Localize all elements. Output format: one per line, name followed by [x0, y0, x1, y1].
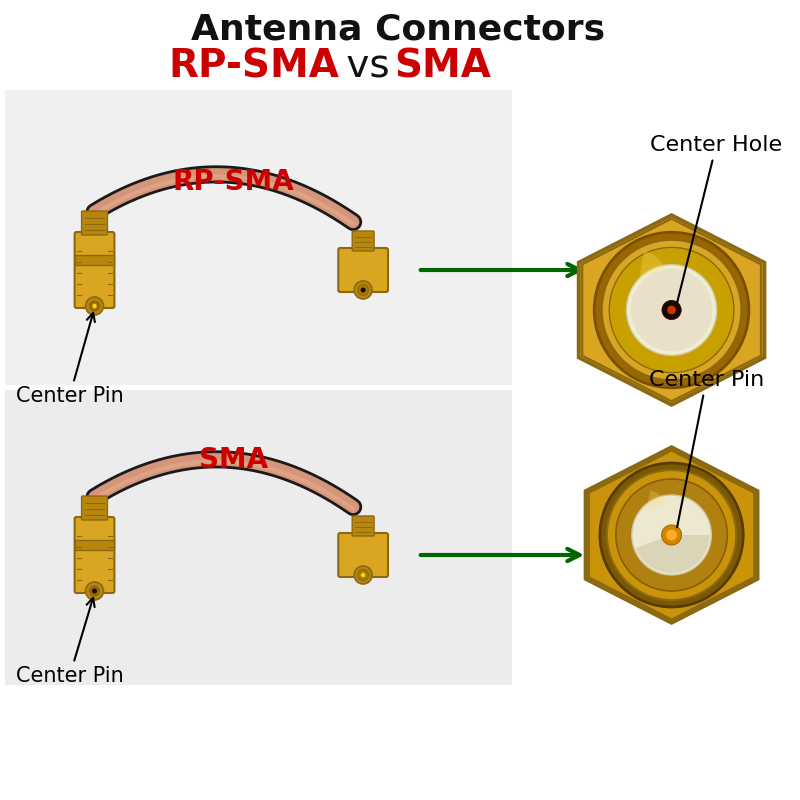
Circle shape	[86, 297, 103, 315]
Circle shape	[92, 589, 97, 594]
Circle shape	[662, 525, 682, 545]
Circle shape	[90, 301, 99, 311]
FancyBboxPatch shape	[74, 540, 114, 550]
Circle shape	[92, 303, 97, 309]
Text: vs: vs	[334, 48, 402, 86]
Polygon shape	[589, 450, 754, 619]
Circle shape	[358, 570, 369, 581]
FancyBboxPatch shape	[352, 231, 374, 251]
Polygon shape	[582, 218, 761, 402]
Circle shape	[354, 566, 372, 584]
Wedge shape	[639, 251, 665, 278]
Text: Antenna Connectors: Antenna Connectors	[191, 13, 605, 47]
Polygon shape	[586, 447, 758, 623]
Circle shape	[610, 247, 734, 373]
Circle shape	[630, 269, 713, 351]
Text: Center Pin: Center Pin	[16, 598, 123, 686]
Circle shape	[666, 530, 677, 541]
FancyBboxPatch shape	[352, 516, 374, 536]
Text: SMA: SMA	[199, 446, 268, 474]
FancyBboxPatch shape	[74, 517, 114, 593]
Text: SMA: SMA	[394, 48, 491, 86]
Circle shape	[632, 495, 711, 575]
FancyBboxPatch shape	[74, 232, 114, 308]
FancyBboxPatch shape	[82, 211, 107, 235]
FancyBboxPatch shape	[338, 533, 388, 577]
Text: RP-SMA: RP-SMA	[173, 168, 294, 196]
FancyBboxPatch shape	[5, 90, 512, 385]
Circle shape	[662, 300, 682, 320]
Circle shape	[616, 479, 727, 591]
Text: Center Pin: Center Pin	[16, 313, 123, 406]
FancyBboxPatch shape	[74, 255, 114, 265]
Text: RP-SMA: RP-SMA	[168, 48, 339, 86]
Circle shape	[594, 232, 749, 388]
Circle shape	[607, 470, 736, 600]
Circle shape	[602, 240, 742, 380]
Text: Center Hole: Center Hole	[650, 135, 782, 302]
Wedge shape	[646, 490, 666, 510]
Circle shape	[667, 306, 676, 314]
Text: Center Pin: Center Pin	[649, 370, 764, 527]
FancyBboxPatch shape	[5, 390, 512, 685]
Wedge shape	[636, 535, 710, 573]
Circle shape	[354, 281, 372, 299]
FancyBboxPatch shape	[338, 248, 388, 292]
Circle shape	[90, 586, 99, 596]
Circle shape	[361, 573, 366, 578]
Circle shape	[600, 463, 743, 607]
Circle shape	[626, 265, 717, 355]
FancyBboxPatch shape	[82, 496, 107, 520]
Circle shape	[358, 285, 369, 295]
Circle shape	[86, 582, 103, 600]
Polygon shape	[578, 215, 765, 405]
Circle shape	[361, 287, 366, 293]
